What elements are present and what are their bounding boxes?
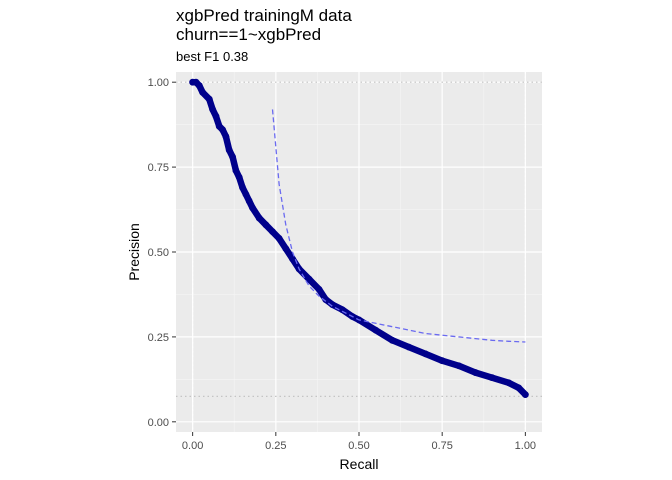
y-tick-label: 0.25 [148,332,169,344]
x-tick-label: 0.25 [265,440,286,452]
pr-point [212,112,220,120]
pr-point [455,362,463,370]
y-tick-label: 0.50 [148,247,169,259]
pr-point [289,255,296,263]
pr-point [388,336,396,344]
chart-title-line-2: churn==1~xgbPred [176,25,321,44]
pr-point [195,82,203,89]
x-axis-label: Recall [340,456,379,472]
chart-subtitle: best F1 0.38 [176,49,248,64]
y-tick-label: 0.75 [148,162,169,174]
pr-point [422,350,429,358]
pr-point [515,384,523,392]
pr-point [239,184,246,191]
y-axis-label: Precision [126,223,142,281]
pr-point [249,204,256,212]
pr-point [222,133,230,140]
pr-point [322,296,330,303]
pr-point [269,228,276,236]
series-layer [189,78,529,399]
pr-point [242,190,250,198]
x-tick-label: 0.75 [431,440,452,452]
reference-lines [176,72,542,432]
pr-point [235,173,243,181]
pr-point [472,369,479,376]
x-tick-label: 0.00 [182,440,203,452]
pr-point [372,326,380,334]
y-tick-label: 0.00 [148,417,169,429]
pr-point [255,214,263,222]
pr-point [305,275,313,283]
x-axis-ticks: 0.00 0.25 0.50 0.75 1.00 [182,432,536,452]
pr-point [521,391,529,399]
pr-point [405,343,413,351]
x-tick-label: 0.50 [348,440,369,452]
pr-point [199,88,207,96]
pr-point [232,167,240,174]
x-tick-label: 1.00 [515,440,536,452]
pr-point [315,285,323,293]
pr-point [275,235,283,242]
chart-title-line-1: xgbPred trainingM data [176,6,352,25]
pr-point [225,146,233,154]
y-tick-label: 1.00 [148,77,169,89]
y-axis-ticks: 0.00 0.25 0.50 0.75 1.00 [148,77,176,429]
pr-point [209,105,217,113]
f1-isoline [271,109,526,343]
pr-point [245,197,253,205]
pr-point [205,95,213,103]
pr-point [229,153,236,161]
pr-point [219,126,226,134]
pr-point [338,306,346,314]
pr-point [438,357,446,365]
pr-point [328,301,336,309]
pr-point [262,221,270,229]
pr-point [505,379,513,387]
pr-point [488,374,496,382]
pr-point [282,245,290,253]
